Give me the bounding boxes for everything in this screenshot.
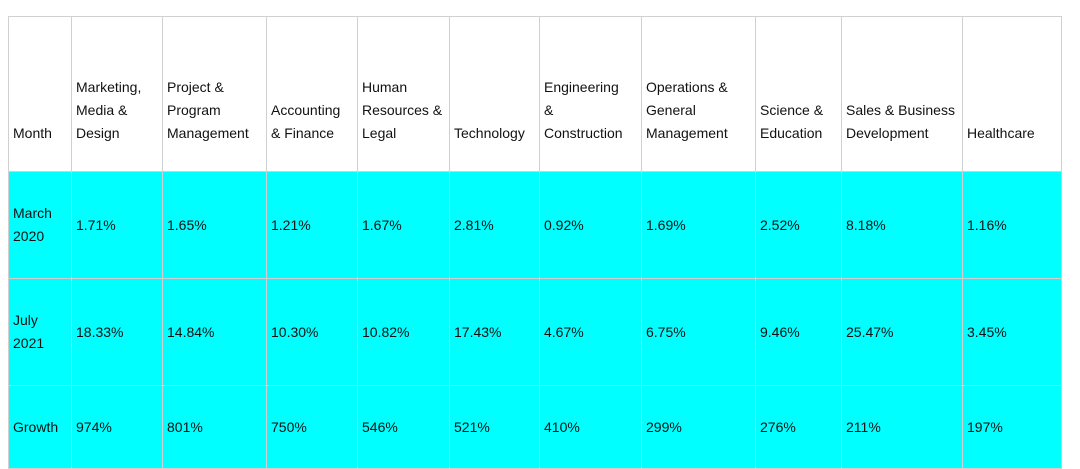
column-header-project-management: Project & Program Management: [162, 16, 267, 172]
table-cell: 299%: [641, 385, 756, 469]
table-cell: 2.52%: [755, 171, 842, 279]
table-cell: 2.81%: [449, 171, 540, 279]
table-cell: 750%: [266, 385, 358, 469]
table-cell: 10.30%: [266, 278, 358, 386]
table-cell: 410%: [539, 385, 642, 469]
table-cell: 6.75%: [641, 278, 756, 386]
row-label: July 2021: [8, 278, 72, 386]
table-cell: 17.43%: [449, 278, 540, 386]
row-label: Growth: [8, 385, 72, 469]
table-cell: 1.67%: [357, 171, 450, 279]
row-label: March 2020: [8, 171, 72, 279]
table-cell: 10.82%: [357, 278, 450, 386]
table-cell: 25.47%: [841, 278, 963, 386]
table-cell: 211%: [841, 385, 963, 469]
table-cell: 974%: [71, 385, 163, 469]
category-growth-table: Month Marketing, Media & Design Project …: [8, 16, 1062, 469]
table-cell: 8.18%: [841, 171, 963, 279]
header-row: Month Marketing, Media & Design Project …: [8, 16, 1062, 172]
table-cell: 1.21%: [266, 171, 358, 279]
table-cell: 1.65%: [162, 171, 267, 279]
table-row-growth: Growth 974% 801% 750% 546% 521% 410% 299…: [8, 385, 1062, 469]
column-header-marketing: Marketing, Media & Design: [71, 16, 163, 172]
table-cell: 4.67%: [539, 278, 642, 386]
table-cell: 276%: [755, 385, 842, 469]
table-row-march-2020: March 2020 1.71% 1.65% 1.21% 1.67% 2.81%…: [8, 171, 1062, 279]
table-cell: 3.45%: [962, 278, 1062, 386]
column-header-sales: Sales & Business Development: [841, 16, 963, 172]
column-header-technology: Technology: [449, 16, 540, 172]
column-header-healthcare: Healthcare: [962, 16, 1062, 172]
column-header-month: Month: [8, 16, 72, 172]
column-header-accounting: Accounting & Finance: [266, 16, 358, 172]
table-cell: 1.69%: [641, 171, 756, 279]
table-cell: 14.84%: [162, 278, 267, 386]
table-cell: 801%: [162, 385, 267, 469]
table-cell: 9.46%: [755, 278, 842, 386]
column-header-science: Science & Education: [755, 16, 842, 172]
table-cell: 1.16%: [962, 171, 1062, 279]
table-cell: 197%: [962, 385, 1062, 469]
column-header-human-resources: Human Resources & Legal: [357, 16, 450, 172]
column-header-operations: Operations & General Management: [641, 16, 756, 172]
table-cell: 1.71%: [71, 171, 163, 279]
table-cell: 546%: [357, 385, 450, 469]
table-cell: 521%: [449, 385, 540, 469]
table-cell: 18.33%: [71, 278, 163, 386]
column-header-engineering: Engineering & Construction: [539, 16, 642, 172]
table-row-july-2021: July 2021 18.33% 14.84% 10.30% 10.82% 17…: [8, 278, 1062, 386]
table-cell: 0.92%: [539, 171, 642, 279]
